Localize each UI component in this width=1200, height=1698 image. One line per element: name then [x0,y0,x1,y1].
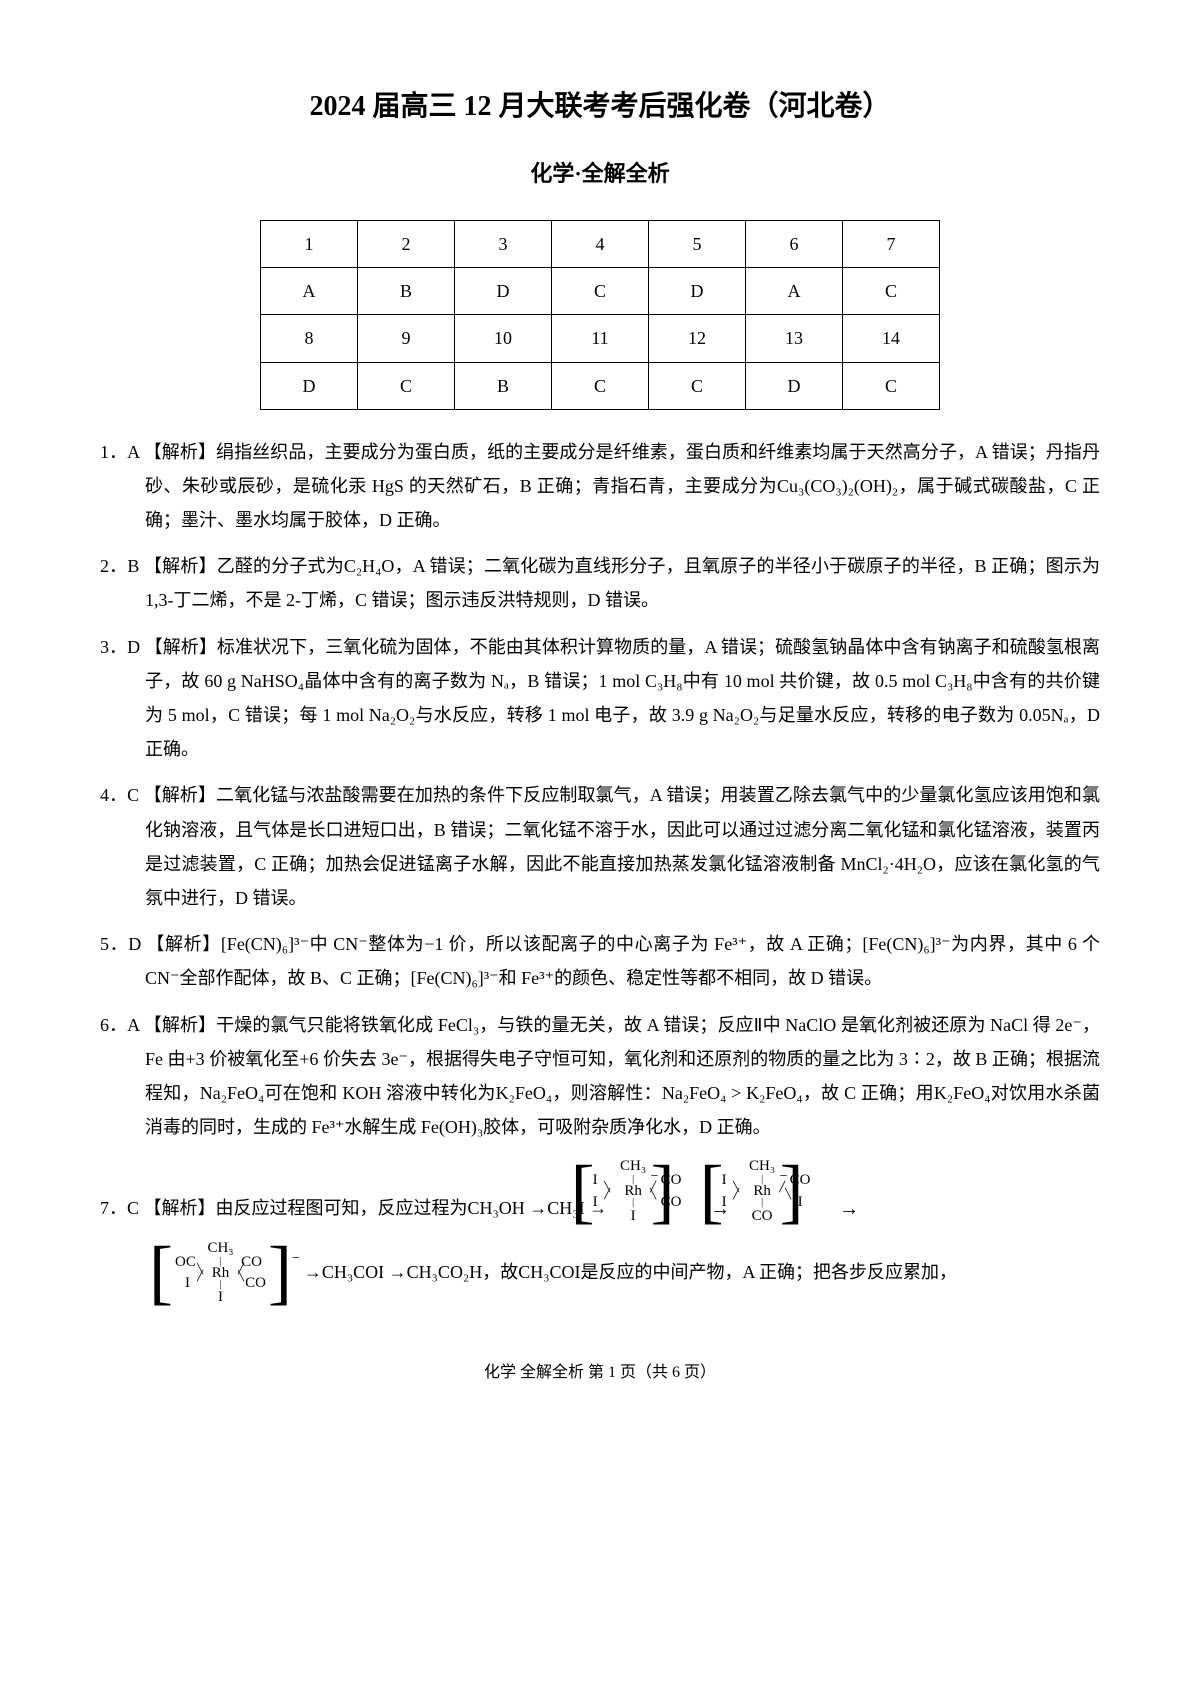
q-label: 【解析】 [145,637,217,657]
cell: D [455,268,552,315]
rh-complex-1: [ CH₃ | I╲ CO╱ Rh I╱ CO╲ | I ] − [616,1156,696,1226]
cell: 3 [455,220,552,267]
table-row: D C B C C D C [261,362,940,409]
cell: B [455,362,552,409]
arrow-icon: → [839,1198,859,1220]
q-num: 4．C [100,785,139,805]
cell: A [746,268,843,315]
q-text: 标准状况下，三氧化硫为固体，不能由其体积计算物质的量，A 错误；硫酸氢钠晶体中含… [145,637,1100,760]
answer-table: 1 2 3 4 5 6 7 A B D C D A C 8 9 10 11 12… [260,220,940,410]
q-label: 【解析】 [144,1199,216,1219]
q-text: [Fe(CN)₆]³⁻中 CN⁻整体为−1 价，所以该配离子的中心离子为 Fe³… [145,934,1100,988]
q-text: 乙醛的分子式为C₂H₄O，A 错误；二氧化碳为直线形分子，且氧原子的半径小于碳原… [145,556,1100,610]
cell: C [843,362,940,409]
q-text: 绢指丝织品，主要成分为蛋白质，纸的主要成分是纤维素，蛋白质和纤维素均属于天然高分… [145,442,1100,530]
rh-complex-2: [ CH₃ | I╲ CO╱ Rh I╱ I╲ | CO ] − [745,1156,825,1226]
q-label: 【解析】 [144,556,217,576]
cell: 8 [261,315,358,362]
q-label: 【解析】 [144,442,216,462]
question-7: 7．C 【解析】由反应过程图可知，反应过程为CH₃OH →CH₃I → [ CH… [100,1156,1100,1227]
cell: 7 [843,220,940,267]
cell: D [746,362,843,409]
q-num: 5．D [100,934,141,954]
cell: C [843,268,940,315]
table-row: 1 2 3 4 5 6 7 [261,220,940,267]
cell: A [261,268,358,315]
cell: 14 [843,315,940,362]
cell: C [649,362,746,409]
question-5: 5．D 【解析】[Fe(CN)₆]³⁻中 CN⁻整体为−1 价，所以该配离子的中… [100,927,1100,995]
page-footer: 化学 全解全析 第 1 页（共 6 页） [100,1358,1100,1388]
q-num: 2．B [100,556,139,576]
q7-suffix: →CH₃COI →CH₃CO₂H，故CH₃COI是反应的中间产物，A 正确；把各… [304,1255,957,1289]
cell: C [358,362,455,409]
cell: 2 [358,220,455,267]
question-4: 4．C 【解析】二氧化锰与浓盐酸需要在加热的条件下反应制取氯气，A 错误；用装置… [100,778,1100,915]
cell: 1 [261,220,358,267]
question-2: 2．B 【解析】乙醛的分子式为C₂H₄O，A 错误；二氧化碳为直线形分子，且氧原… [100,549,1100,617]
cell: D [649,268,746,315]
question-1: 1．A 【解析】绢指丝织品，主要成分为蛋白质，纸的主要成分是纤维素，蛋白质和纤维… [100,435,1100,538]
q-label: 【解析】 [144,1015,216,1035]
q-num: 6．A [100,1015,139,1035]
cell: 12 [649,315,746,362]
q-text: 二氧化锰与浓盐酸需要在加热的条件下反应制取氯气，A 错误；用装置乙除去氯气中的少… [145,785,1100,908]
question-6: 6．A 【解析】干燥的氯气只能将铁氧化成 FeCl₃，与铁的量无关，故 A 错误… [100,1008,1100,1145]
cell: D [261,362,358,409]
cell: 5 [649,220,746,267]
question-3: 3．D 【解析】标准状况下，三氧化硫为固体，不能由其体积计算物质的量，A 错误；… [100,630,1100,767]
cell: 4 [552,220,649,267]
cell: C [552,362,649,409]
q-num: 1．A [100,442,139,462]
q-text: 干燥的氯气只能将铁氧化成 FeCl₃，与铁的量无关，故 A 错误；反应Ⅱ中 Na… [145,1015,1100,1138]
cell: 10 [455,315,552,362]
cell: 11 [552,315,649,362]
table-row: A B D C D A C [261,268,940,315]
question-7-cont: [ CH₃ | OC╲ CO╱ Rh I╱ CO╲ | I ] − →CH₃CO… [100,1238,1100,1308]
page-title: 2024 届高三 12 月大联考考后强化卷（河北卷） [100,80,1100,133]
rh-complex-3: [ CH₃ | OC╲ CO╱ Rh I╱ CO╲ | I ] − [149,1238,300,1308]
q-num: 3．D [100,637,140,657]
cell: 6 [746,220,843,267]
q-label: 【解析】 [146,934,220,954]
cell: 13 [746,315,843,362]
cell: 9 [358,315,455,362]
page-subtitle: 化学·全解全析 [100,153,1100,195]
q-num: 7．C [100,1199,139,1219]
cell: B [358,268,455,315]
q-prefix: 由反应过程图可知，反应过程为CH₃OH →CH₃I → [216,1199,608,1219]
cell: C [552,268,649,315]
table-row: 8 9 10 11 12 13 14 [261,315,940,362]
q-label: 【解析】 [144,785,216,805]
